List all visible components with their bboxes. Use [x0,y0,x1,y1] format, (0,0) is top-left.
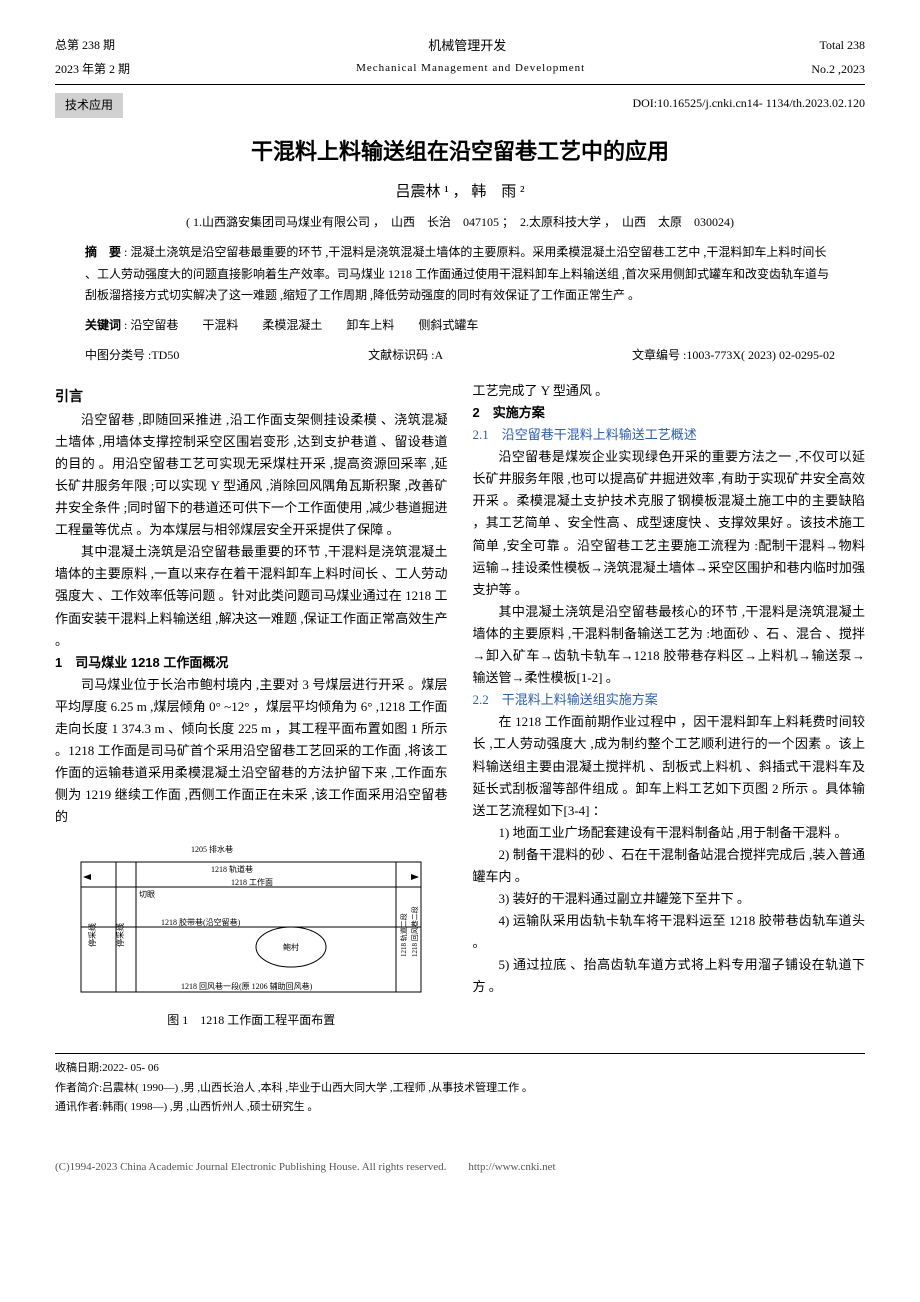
s22-title: 2.2 干混料上料输送组实施方案 [473,689,866,711]
fig1-label-cut: 切眼 [139,890,155,899]
figure-1: 1205 排水巷 1218 轨道巷 1218 工作面 1218 胶带巷(沿空留巷… [55,837,448,1030]
footer-divider [55,1053,865,1054]
fig1-label-right-a: 1218 轨道二段 [399,913,408,957]
meta-row: 技术应用 DOI:10.16525/j.cnki.cn14- 1134/th.2… [55,93,865,117]
class-no: 中图分类号 :TD50 [85,345,179,365]
issue-total: 总第 238 期 [55,35,115,57]
header-divider [55,84,865,85]
li5: 5) 通过拉底 、抬高齿轨车道方式将上料专用溜子铺设在轨道下方 。 [473,954,866,998]
doi-text: DOI:10.16525/j.cnki.cn14- 1134/th.2023.0… [632,93,865,117]
s21-title: 2.1 沿空留巷干混料上料输送工艺概述 [473,424,866,446]
year-issue: 2023 年第 2 期 [55,59,130,79]
author-bio-line: 作者简介:吕震林( 1990—) ,男 ,山西长治人 ,本科 ,毕业于山西大同大… [55,1079,865,1099]
authors: 吕震林 ¹ ， 韩 雨 ² [55,180,865,206]
paper-title: 干混料上料输送组在沿空留巷工艺中的应用 [55,133,865,170]
abstract-block: 摘 要 : 混凝土浇筑是沿空留巷最重要的环节 ,干混料是浇筑混凝土墙体的主要原料… [55,242,865,307]
corr-bio-line: 通讯作者:韩雨( 1998—) ,男 ,山西忻州人 ,硕士研究生 。 [55,1098,865,1118]
footer-info: 收稿日期:2022- 05- 06 作者简介:吕震林( 1990—) ,男 ,山… [55,1059,865,1118]
fig1-label-face: 1218 工作面 [231,877,273,887]
s22-p1: 在 1218 工作面前期作业过程中 ，因干混料卸车上料耗费时间较长 ,工人劳动强… [473,711,866,821]
fig1-label-right-b: 1218 回风巷二段 [410,906,419,957]
fig1-label-top: 1205 排水巷 [191,844,233,854]
header-row-2: 2023 年第 2 期 Mechanical Management and De… [55,59,865,79]
li2: 2) 制备干混料的砂 、石在干混制备站混合搅拌完成后 ,装入普通罐车内 。 [473,844,866,888]
fig1-label-air: 1218 回风巷一段(原 1206 辅助回风巷) [181,981,313,991]
intro-p2: 其中混凝土浇筑是沿空留巷最重要的环节 ,干混料是浇筑混凝土墙体的主要原料 ,一直… [55,541,448,651]
keywords-block: 关键词 : 沿空留巷 干混料 柔模混凝土 卸车上料 侧斜式罐车 [55,315,865,337]
s21-p1: 沿空留巷是煤炭企业实现绿色开采的重要方法之一 ,不仅可以延长矿井服务年限 ,也可… [473,446,866,601]
fig1-caption: 图 1 1218 工作面工程平面布置 [55,1010,448,1030]
classification-row: 中图分类号 :TD50 文献标识码 :A 文章编号 :1003-773X( 20… [55,345,865,365]
fig1-label-left-shaft2: 停采线 [115,923,125,947]
fig1-label-village: 鲍村 [283,942,299,952]
fig1-label-track: 1218 轨道巷 [211,864,253,874]
s1-title: 1 司马煤业 1218 工作面概况 [55,652,448,674]
cont-p: 工艺完成了 Y 型通风 。 [473,380,866,402]
journal-name-en: Mechanical Management and Development [130,59,811,79]
right-column: 工艺完成了 Y 型通风 。 2 实施方案 2.1 沿空留巷干混料上料输送工艺概述… [473,380,866,1038]
li1: 1) 地面工业广场配套建设有干混料制备站 ,用于制备干混料 。 [473,822,866,844]
keywords-label: 关键词 [85,318,121,332]
keywords-text: 沿空留巷 干混料 柔模混凝土 卸车上料 侧斜式罐车 [130,318,478,332]
abstract-label: 摘 要 [85,245,121,259]
abstract-text: 混凝土浇筑是沿空留巷最重要的环节 ,干混料是浇筑混凝土墙体的主要原料。采用柔模混… [85,245,829,302]
fig1-label-belt: 1218 胶带巷(沿空留巷) [161,917,241,927]
s21-p2: 其中混凝土浇筑是沿空留巷最核心的环节 ,干混料是浇筑混凝土墙体的主要原料 ,干混… [473,601,866,689]
total-en: Total 238 [820,35,866,57]
no-en: No.2 ,2023 [811,59,865,79]
received-line: 收稿日期:2022- 05- 06 [55,1059,865,1079]
body-columns: 引言 沿空留巷 ,即随回采推进 ,沿工作面支架侧挂设柔模 、浇筑混凝土墙体 ,用… [55,380,865,1038]
category-badge: 技术应用 [55,93,123,117]
intro-title: 引言 [55,385,448,409]
s2-title: 2 实施方案 [473,402,866,424]
li4: 4) 运输队采用齿轨卡轨车将干混料运至 1218 胶带巷齿轨车道头 。 [473,910,866,954]
journal-name-cn: 机械管理开发 [115,35,819,57]
figure-1-svg: 1205 排水巷 1218 轨道巷 1218 工作面 1218 胶带巷(沿空留巷… [61,837,441,1007]
header-row-1: 总第 238 期 机械管理开发 Total 238 [55,35,865,57]
left-column: 引言 沿空留巷 ,即随回采推进 ,沿工作面支架侧挂设柔模 、浇筑混凝土墙体 ,用… [55,380,448,1038]
intro-p1: 沿空留巷 ,即随回采推进 ,沿工作面支架侧挂设柔模 、浇筑混凝土墙体 ,用墙体支… [55,409,448,542]
fig1-label-left-shaft: 停采线 [87,923,97,947]
doc-code: 文献标识码 :A [368,345,443,365]
s1-p1: 司马煤业位于长治市鲍村境内 ,主要对 3 号煤层进行开采 。煤层平均厚度 6.2… [55,674,448,829]
affiliations: ( 1.山西潞安集团司马煤业有限公司 ， 山西 长治 047105 ； 2.太原… [55,212,865,232]
cnki-footer: (C)1994-2023 China Academic Journal Elec… [55,1158,865,1177]
li3: 3) 装好的干混料通过副立井罐笼下至井下 。 [473,888,866,910]
article-no: 文章编号 :1003-773X( 2023) 02-0295-02 [632,345,835,365]
